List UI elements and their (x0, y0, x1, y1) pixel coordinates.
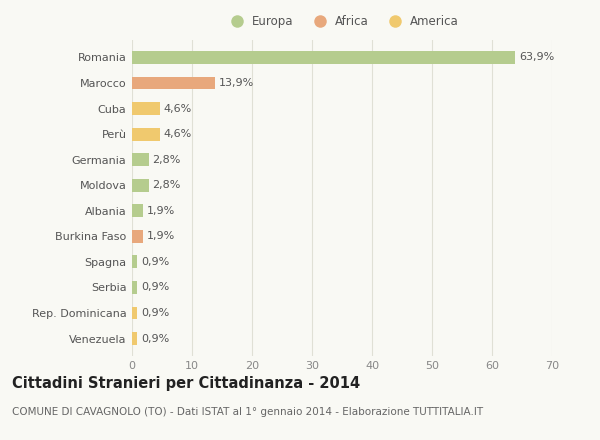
Bar (132, 77, 215, 89)
Text: 0,9%: 0,9% (141, 257, 169, 267)
Text: 2,8%: 2,8% (152, 155, 181, 165)
Text: 0,9%: 0,9% (141, 308, 169, 318)
Text: 0,9%: 0,9% (141, 282, 169, 293)
Text: 4,6%: 4,6% (163, 129, 191, 139)
Bar (132, 332, 137, 345)
Text: 13,9%: 13,9% (219, 78, 254, 88)
Bar (132, 128, 160, 140)
Bar (132, 51, 515, 64)
Text: 2,8%: 2,8% (152, 180, 181, 190)
Bar (132, 205, 143, 217)
Text: 63,9%: 63,9% (519, 52, 554, 62)
Bar (132, 307, 137, 319)
Text: Cittadini Stranieri per Cittadinanza - 2014: Cittadini Stranieri per Cittadinanza - 2… (12, 376, 360, 391)
Bar (132, 281, 137, 294)
Bar (132, 102, 160, 115)
Bar (132, 153, 149, 166)
Text: COMUNE DI CAVAGNOLO (TO) - Dati ISTAT al 1° gennaio 2014 - Elaborazione TUTTITAL: COMUNE DI CAVAGNOLO (TO) - Dati ISTAT al… (12, 407, 483, 417)
Text: 0,9%: 0,9% (141, 334, 169, 344)
Bar (132, 230, 143, 243)
Text: 4,6%: 4,6% (163, 103, 191, 114)
Text: 1,9%: 1,9% (147, 206, 175, 216)
Bar (132, 179, 149, 191)
Text: 1,9%: 1,9% (147, 231, 175, 241)
Legend: Europa, Africa, America: Europa, Africa, America (225, 15, 459, 29)
Bar (132, 256, 137, 268)
